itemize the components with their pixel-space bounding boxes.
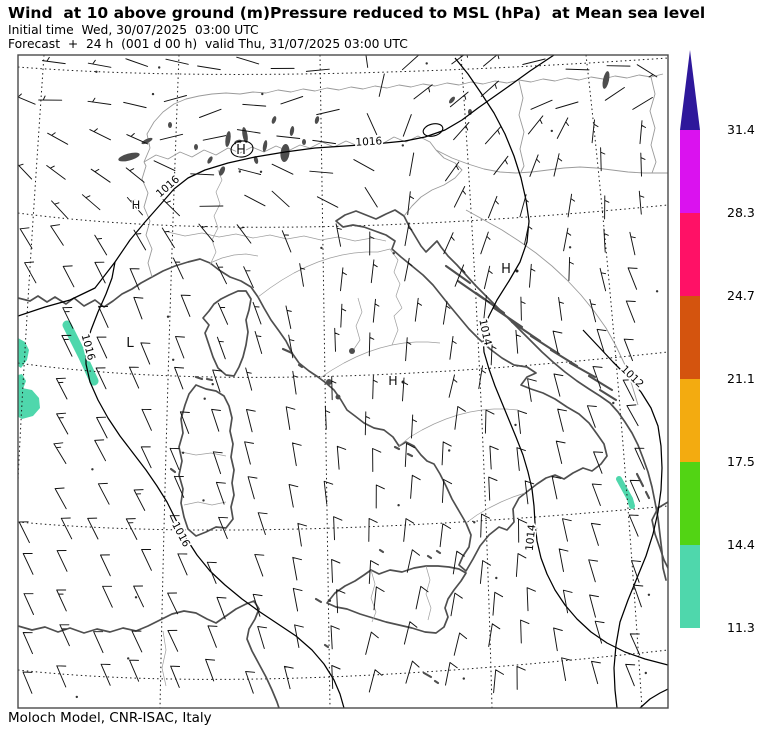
page-title: Wind at 10 above ground (m)Pressure redu… (8, 4, 706, 22)
coastlines (18, 209, 668, 708)
sardinia (178, 384, 235, 537)
graticule-grid (18, 55, 668, 708)
svg-text:1014: 1014 (476, 318, 493, 347)
svg-text:1014: 1014 (524, 523, 539, 551)
po-river (167, 231, 387, 242)
isobar-contours (18, 55, 668, 708)
svg-text:1016: 1016 (169, 520, 192, 550)
map-frame (17, 54, 669, 709)
country-borders (141, 73, 668, 406)
tunisia-coast (18, 600, 280, 708)
initial-time-label: Initial time Wed, 30/07/2025 03:00 UTC (8, 23, 259, 37)
svg-text:11.3: 11.3 (727, 620, 755, 635)
model-credit: Moloch Model, CNR-ISAC, Italy (8, 710, 212, 726)
svg-text:L: L (126, 335, 134, 351)
svg-text:H: H (388, 373, 397, 388)
svg-text:21.1: 21.1 (727, 371, 755, 386)
svg-text:H: H (236, 143, 246, 158)
svg-text:H: H (501, 262, 511, 277)
svg-text:24.7: 24.7 (727, 288, 755, 303)
svg-text:14.4: 14.4 (727, 537, 755, 552)
sicily (326, 565, 467, 634)
dalmatian-islands (444, 264, 618, 402)
svg-text:1016: 1016 (355, 135, 383, 148)
wind-barbs (18, 55, 659, 699)
wind-speed-fill-patches (18, 320, 635, 509)
svg-text:17.5: 17.5 (727, 454, 755, 469)
forecast-valid-label: Forecast + 24 h (001 d 00 h) valid Thu, … (8, 37, 408, 51)
regional-borders (161, 169, 526, 687)
svg-text:31.4: 31.4 (727, 122, 755, 137)
corsica (202, 290, 252, 377)
svg-text:28.3: 28.3 (727, 205, 755, 220)
small-islands (169, 347, 651, 685)
svg-text:H: H (132, 198, 141, 212)
pressure-system-markers: H H H H L (125, 142, 519, 389)
wind-speed-legend: 31.4 28.3 24.7 21.1 17.5 14.4 11.3 (680, 50, 755, 635)
